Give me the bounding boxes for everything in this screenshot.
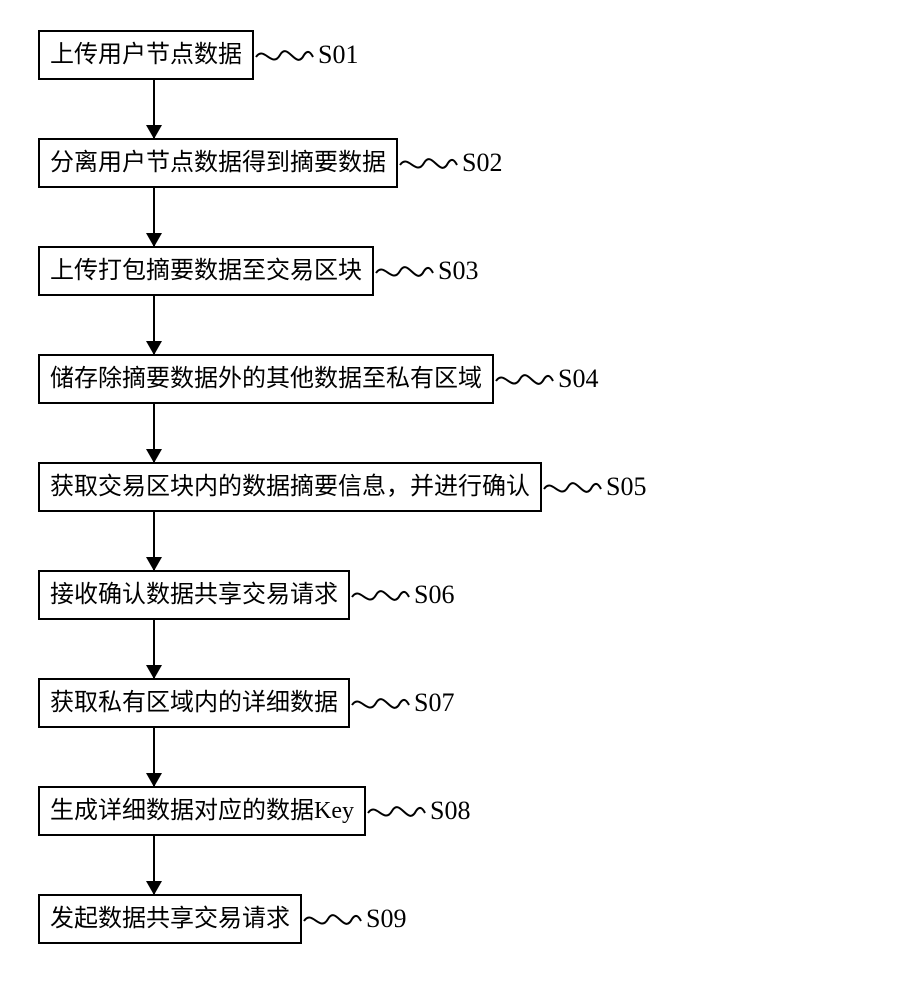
arrow-icon [153, 620, 155, 678]
step-row-s01: 上传用户节点数据 S01 [38, 30, 358, 80]
step-label-group: S03 [374, 256, 478, 286]
arrow-icon [153, 836, 155, 894]
step-row-s08: 生成详细数据对应的数据Key S08 [38, 786, 470, 836]
step-box-s07: 获取私有区域内的详细数据 [38, 678, 350, 728]
step-label-s09: S09 [366, 904, 406, 934]
step-label-s05: S05 [606, 472, 646, 502]
step-label-s02: S02 [462, 148, 502, 178]
step-box-s08: 生成详细数据对应的数据Key [38, 786, 366, 836]
step-box-s05: 获取交易区块内的数据摘要信息，并进行确认 [38, 462, 542, 512]
arrow-icon [153, 296, 155, 354]
step-box-s06: 接收确认数据共享交易请求 [38, 570, 350, 620]
arrow-icon [153, 404, 155, 462]
step-box-s09: 发起数据共享交易请求 [38, 894, 302, 944]
step-row-s02: 分离用户节点数据得到摘要数据 S02 [38, 138, 502, 188]
step-box-s01: 上传用户节点数据 [38, 30, 254, 80]
arrow-icon [153, 512, 155, 570]
step-box-s03: 上传打包摘要数据至交易区块 [38, 246, 374, 296]
step-label-s01: S01 [318, 40, 358, 70]
step-label-group: S05 [542, 472, 646, 502]
arrow-icon [153, 188, 155, 246]
step-row-s06: 接收确认数据共享交易请求 S06 [38, 570, 454, 620]
arrow-icon [153, 80, 155, 138]
step-label-group: S07 [350, 688, 454, 718]
step-label-group: S08 [366, 796, 470, 826]
step-label-group: S01 [254, 40, 358, 70]
step-label-group: S04 [494, 364, 598, 394]
step-label-group: S09 [302, 904, 406, 934]
step-row-s03: 上传打包摘要数据至交易区块 S03 [38, 246, 478, 296]
step-label-s03: S03 [438, 256, 478, 286]
step-row-s05: 获取交易区块内的数据摘要信息，并进行确认 S05 [38, 462, 646, 512]
step-label-group: S06 [350, 580, 454, 610]
step-box-s02: 分离用户节点数据得到摘要数据 [38, 138, 398, 188]
step-row-s04: 储存除摘要数据外的其他数据至私有区域 S04 [38, 354, 598, 404]
step-row-s07: 获取私有区域内的详细数据 S07 [38, 678, 454, 728]
step-label-s06: S06 [414, 580, 454, 610]
step-row-s09: 发起数据共享交易请求 S09 [38, 894, 406, 944]
step-label-group: S02 [398, 148, 502, 178]
arrow-icon [153, 728, 155, 786]
step-label-s04: S04 [558, 364, 598, 394]
step-label-s07: S07 [414, 688, 454, 718]
flowchart-container: 上传用户节点数据 S01 分离用户节点数据得到摘要数据 S02 上传打包摘要数据至交易区… [20, 30, 904, 944]
step-label-s08: S08 [430, 796, 470, 826]
step-box-s04: 储存除摘要数据外的其他数据至私有区域 [38, 354, 494, 404]
